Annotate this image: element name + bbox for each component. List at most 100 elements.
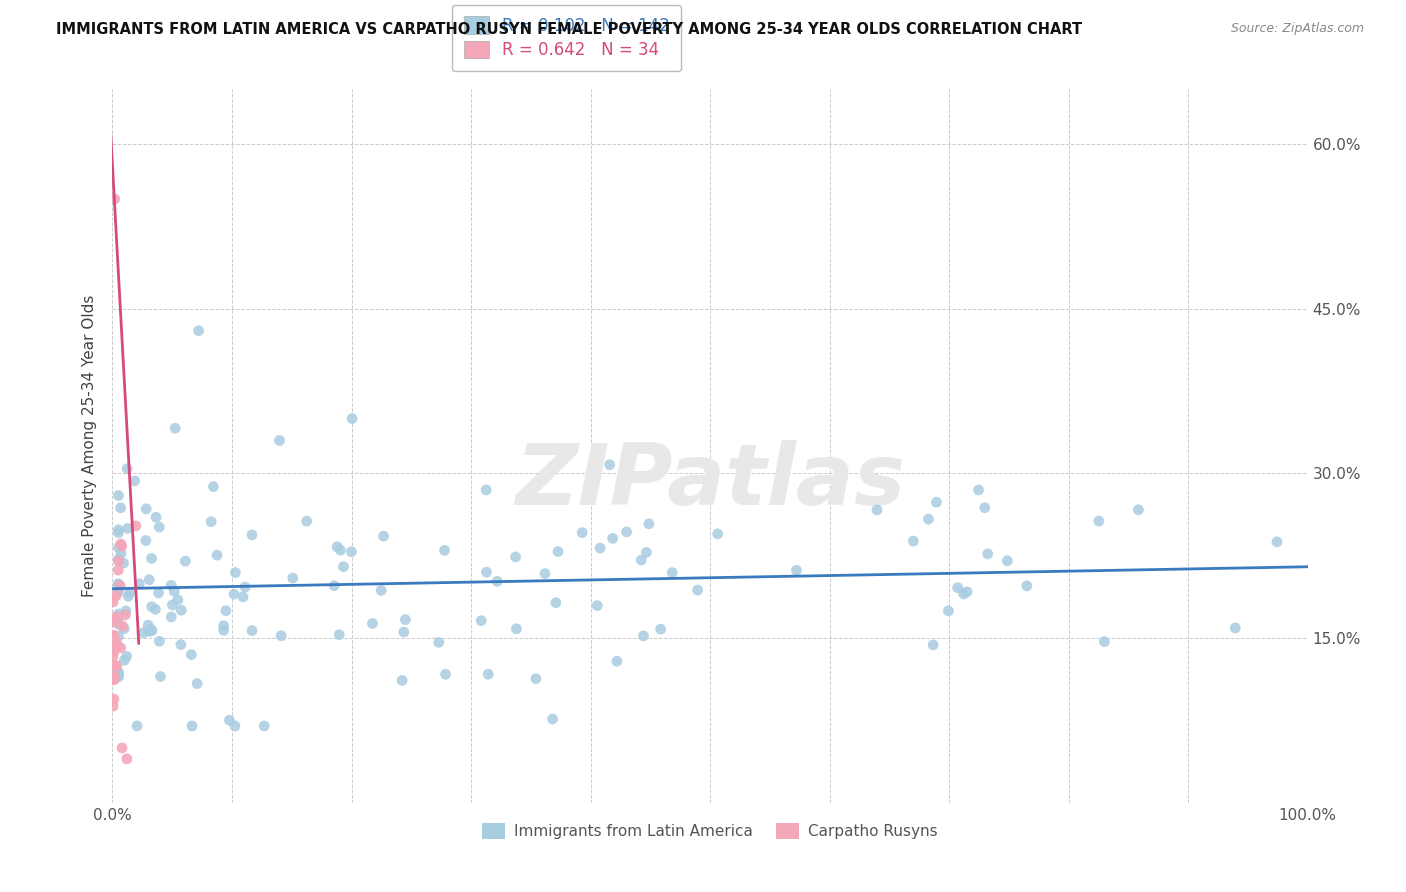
Point <box>925 495 948 509</box>
Point <box>212 618 235 632</box>
Point <box>215 604 238 618</box>
Point <box>224 719 246 733</box>
Point <box>475 566 498 580</box>
Point <box>107 554 129 568</box>
Point <box>145 510 167 524</box>
Point <box>107 563 129 577</box>
Point <box>107 523 129 537</box>
Point <box>103 673 125 687</box>
Text: ZIPatlas: ZIPatlas <box>515 440 905 524</box>
Point <box>103 645 125 659</box>
Point <box>1092 634 1115 648</box>
Point <box>103 636 125 650</box>
Point <box>115 462 138 476</box>
Point <box>433 543 456 558</box>
Point <box>136 618 159 632</box>
Point <box>326 540 349 554</box>
Point <box>111 539 134 553</box>
Point <box>541 712 564 726</box>
Point <box>107 667 129 681</box>
Point <box>115 752 138 766</box>
Point <box>107 577 129 591</box>
Point <box>101 673 124 687</box>
Point <box>160 578 183 592</box>
Point <box>706 526 728 541</box>
Point <box>101 595 124 609</box>
Point <box>105 589 128 603</box>
Point <box>103 632 125 646</box>
Point <box>946 581 969 595</box>
Point <box>186 676 208 690</box>
Point <box>477 667 499 681</box>
Point <box>340 411 363 425</box>
Point <box>141 599 163 614</box>
Point <box>1128 503 1150 517</box>
Point <box>995 554 1018 568</box>
Point <box>170 603 193 617</box>
Point <box>107 552 129 566</box>
Point <box>117 521 139 535</box>
Point <box>952 587 974 601</box>
Point <box>104 615 127 629</box>
Point <box>101 699 124 714</box>
Point <box>785 563 807 577</box>
Point <box>233 580 256 594</box>
Point <box>125 519 148 533</box>
Point <box>170 638 193 652</box>
Point <box>107 582 129 597</box>
Point <box>111 619 134 633</box>
Point <box>224 566 246 580</box>
Point <box>636 545 658 559</box>
Point <box>110 640 132 655</box>
Point <box>162 598 184 612</box>
Point <box>370 583 392 598</box>
Point <box>165 421 187 435</box>
Point <box>132 625 155 640</box>
Point <box>124 474 146 488</box>
Point <box>104 670 127 684</box>
Point <box>103 671 125 685</box>
Point <box>105 610 128 624</box>
Point <box>139 622 162 636</box>
Point <box>475 483 498 497</box>
Point <box>524 672 547 686</box>
Point <box>105 634 128 648</box>
Point <box>212 624 235 638</box>
Point <box>1088 514 1111 528</box>
Point <box>976 547 998 561</box>
Point <box>205 548 228 562</box>
Point <box>232 590 254 604</box>
Point <box>392 625 415 640</box>
Point <box>107 615 129 630</box>
Point <box>107 617 129 632</box>
Point <box>329 543 352 558</box>
Point <box>135 501 157 516</box>
Point <box>866 503 889 517</box>
Point <box>650 622 672 636</box>
Point <box>107 665 129 680</box>
Point <box>222 587 245 601</box>
Point <box>107 541 129 555</box>
Point <box>638 516 661 531</box>
Point <box>138 624 160 639</box>
Point <box>602 532 624 546</box>
Point <box>110 546 132 560</box>
Point <box>180 648 202 662</box>
Text: IMMIGRANTS FROM LATIN AMERICA VS CARPATHO RUSYN FEMALE POVERTY AMONG 25-34 YEAR : IMMIGRANTS FROM LATIN AMERICA VS CARPATH… <box>56 22 1083 37</box>
Point <box>1015 579 1038 593</box>
Point <box>107 584 129 599</box>
Point <box>394 613 416 627</box>
Point <box>103 692 125 706</box>
Point <box>187 324 209 338</box>
Point <box>218 713 240 727</box>
Point <box>599 458 621 472</box>
Point <box>103 628 125 642</box>
Point <box>505 549 527 564</box>
Point <box>589 541 612 555</box>
Point <box>107 576 129 591</box>
Point <box>956 584 979 599</box>
Point <box>391 673 413 688</box>
Point <box>917 512 939 526</box>
Point <box>200 515 222 529</box>
Point <box>112 653 135 667</box>
